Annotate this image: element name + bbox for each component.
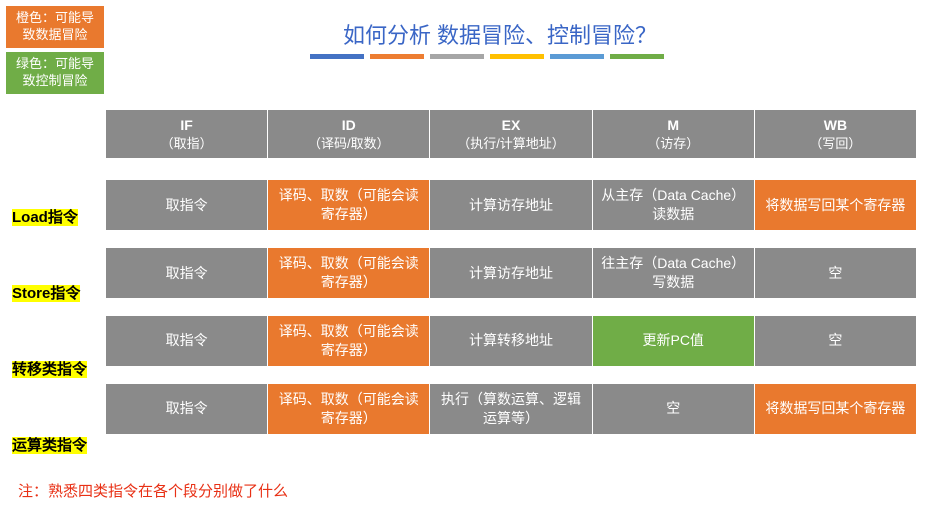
title-bar-2 bbox=[430, 54, 484, 59]
header-cell-1: ID（译码/取数） bbox=[267, 110, 429, 158]
cell-0-2: 计算访存地址 bbox=[429, 180, 591, 230]
cell-0-1: 译码、取数（可能会读寄存器） bbox=[267, 180, 429, 230]
cell-3-3: 空 bbox=[592, 384, 754, 434]
title-bar-5 bbox=[610, 54, 664, 59]
cell-1-0: 取指令 bbox=[106, 248, 267, 298]
cell-2-2: 计算转移地址 bbox=[429, 316, 591, 366]
legend-green: 绿色：可能导 致控制冒险 bbox=[6, 52, 104, 94]
legend-green-line1: 绿色：可能导 bbox=[16, 56, 94, 71]
cell-1-3: 往主存（Data Cache）写数据 bbox=[592, 248, 754, 298]
header-cell-3: M（访存） bbox=[592, 110, 754, 158]
title-bar-4 bbox=[550, 54, 604, 59]
cell-2-1: 译码、取数（可能会读寄存器） bbox=[267, 316, 429, 366]
row-label-2: 转移类指令 bbox=[10, 356, 98, 381]
legend-orange: 橙色：可能导 致数据冒险 bbox=[6, 6, 104, 48]
title-underline-bars bbox=[310, 54, 664, 59]
cell-3-4: 将数据写回某个寄存器 bbox=[754, 384, 916, 434]
header-row: IF（取指）ID（译码/取数）EX（执行/计算地址）M（访存）WB（写回） bbox=[106, 110, 916, 158]
row-label-text-3: 运算类指令 bbox=[12, 437, 87, 454]
row-label-text-2: 转移类指令 bbox=[12, 361, 87, 378]
header-bot-1: （译码/取数） bbox=[272, 135, 425, 153]
header-top-0: IF bbox=[110, 116, 263, 135]
header-cell-4: WB（写回） bbox=[754, 110, 916, 158]
pipeline-table: IF（取指）ID（译码/取数）EX（执行/计算地址）M（访存）WB（写回） 取指… bbox=[106, 110, 916, 452]
title-bar-3 bbox=[490, 54, 544, 59]
legend-green-line2: 致控制冒险 bbox=[23, 73, 88, 88]
cell-2-4: 空 bbox=[754, 316, 916, 366]
cell-1-2: 计算访存地址 bbox=[429, 248, 591, 298]
cell-2-3: 更新PC值 bbox=[592, 316, 754, 366]
cell-1-4: 空 bbox=[754, 248, 916, 298]
header-bot-3: （访存） bbox=[597, 135, 750, 153]
table-row-3: 取指令译码、取数（可能会读寄存器）执行（算数运算、逻辑运算等）空将数据写回某个寄… bbox=[106, 384, 916, 434]
cell-3-0: 取指令 bbox=[106, 384, 267, 434]
row-label-1: Store指令 bbox=[10, 280, 98, 305]
title-bar-0 bbox=[310, 54, 364, 59]
row-label-text-1: Store指令 bbox=[12, 285, 80, 302]
header-top-1: ID bbox=[272, 116, 425, 135]
header-top-3: M bbox=[597, 116, 750, 135]
row-label-3: 运算类指令 bbox=[10, 432, 98, 457]
header-top-4: WB bbox=[759, 116, 912, 135]
header-bot-2: （执行/计算地址） bbox=[434, 135, 587, 153]
header-bot-0: （取指） bbox=[110, 135, 263, 153]
cell-0-4: 将数据写回某个寄存器 bbox=[754, 180, 916, 230]
table-row-2: 取指令译码、取数（可能会读寄存器）计算转移地址更新PC值空 bbox=[106, 316, 916, 366]
table-row-1: 取指令译码、取数（可能会读寄存器）计算访存地址往主存（Data Cache）写数… bbox=[106, 248, 916, 298]
row-label-0: Load指令 bbox=[10, 204, 98, 229]
cell-2-0: 取指令 bbox=[106, 316, 267, 366]
header-cell-2: EX（执行/计算地址） bbox=[429, 110, 591, 158]
header-top-2: EX bbox=[434, 116, 587, 135]
cell-3-2: 执行（算数运算、逻辑运算等） bbox=[429, 384, 591, 434]
legend-orange-line1: 橙色：可能导 bbox=[16, 10, 94, 25]
title-bar-1 bbox=[370, 54, 424, 59]
table-row-0: 取指令译码、取数（可能会读寄存器）计算访存地址从主存（Data Cache）读数… bbox=[106, 180, 916, 230]
cell-0-3: 从主存（Data Cache）读数据 bbox=[592, 180, 754, 230]
footnote: 注：熟悉四类指令在各个段分别做了什么 bbox=[18, 480, 288, 501]
cell-3-1: 译码、取数（可能会读寄存器） bbox=[267, 384, 429, 434]
row-label-text-0: Load指令 bbox=[12, 209, 78, 226]
legend-orange-line2: 致数据冒险 bbox=[23, 27, 88, 42]
header-bot-4: （写回） bbox=[759, 135, 912, 153]
cell-0-0: 取指令 bbox=[106, 180, 267, 230]
cell-1-1: 译码、取数（可能会读寄存器） bbox=[267, 248, 429, 298]
header-cell-0: IF（取指） bbox=[106, 110, 267, 158]
page-title: 如何分析 数据冒险、控制冒险？ bbox=[250, 18, 750, 50]
